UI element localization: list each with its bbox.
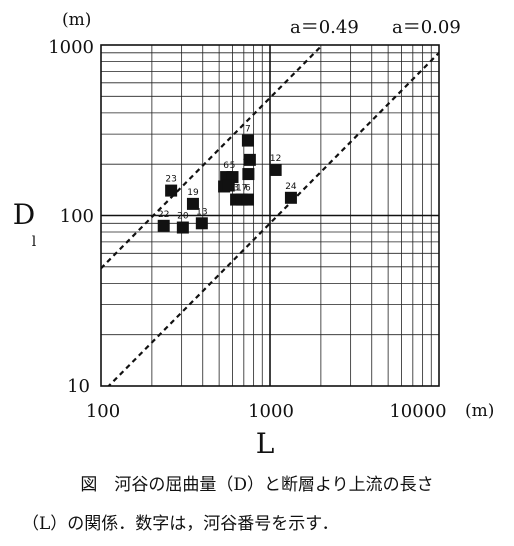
point-label: 13	[196, 207, 207, 217]
data-point	[195, 217, 208, 230]
point-label: 24	[285, 182, 297, 192]
data-point	[241, 134, 254, 147]
data-point	[176, 221, 189, 234]
line-label-a049: a＝0.49	[290, 17, 359, 38]
point-label: 6	[223, 161, 229, 171]
data-point	[165, 184, 178, 197]
data-point	[284, 191, 297, 204]
grid-lines	[101, 45, 439, 386]
y-axis-label: D	[13, 198, 35, 231]
point-label: 25	[243, 158, 254, 168]
x-unit: (m)	[465, 401, 494, 421]
line-label-a009: a＝0.09	[392, 17, 461, 38]
y-tick-10: 10	[67, 376, 90, 397]
data-point	[186, 197, 199, 210]
plot-frame	[100, 44, 440, 387]
x-tick-10000: 10000	[389, 401, 446, 422]
data-point	[242, 168, 255, 181]
point-label: 5	[230, 161, 236, 171]
y-tick-1000: 1000	[48, 37, 94, 58]
data-point	[269, 163, 282, 176]
caption-line-2: （L）の関係．数字は，河谷番号を示す．	[22, 514, 339, 534]
point-label: 3	[233, 184, 239, 194]
point-label: 6	[245, 184, 251, 194]
x-tick-1000: 1000	[248, 401, 294, 422]
data-point	[157, 219, 170, 232]
y-unit: (m)	[62, 10, 91, 30]
data-point	[243, 153, 256, 166]
x-tick-100: 100	[86, 401, 120, 422]
caption-line-1: 図 河谷の屈曲量（D）と断層より上流の長さ	[80, 475, 434, 495]
data-point	[222, 179, 235, 192]
point-label: 22	[158, 210, 169, 220]
x-axis-label: L	[256, 427, 275, 460]
point-label: 17	[236, 184, 247, 194]
point-label: 20	[177, 212, 189, 222]
y-tick-100: 100	[60, 206, 94, 227]
point-label: 23	[165, 175, 176, 185]
point-label: 19	[187, 188, 199, 198]
data-point	[241, 193, 254, 206]
y-axis-mark: l	[32, 234, 37, 250]
point-label: 7	[245, 125, 251, 135]
point-label: 12	[270, 154, 281, 164]
